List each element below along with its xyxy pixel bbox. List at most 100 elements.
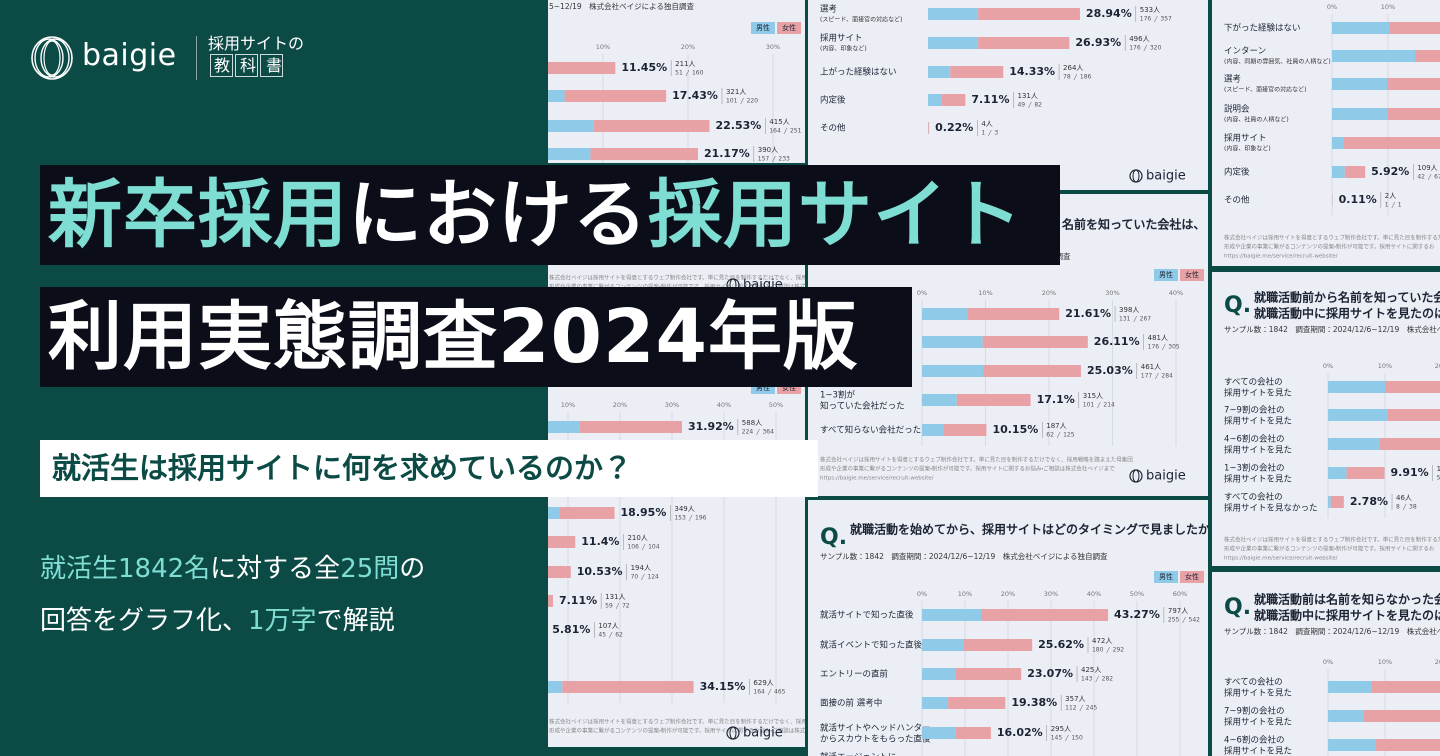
cropped-bar bbox=[1376, 739, 1440, 751]
count-label: 131人 bbox=[605, 593, 625, 601]
text-part: で解説 bbox=[316, 606, 395, 636]
footer-note: https://baigie.me/service/recruit-websit… bbox=[1224, 556, 1338, 562]
row-label: 採用サイト bbox=[1224, 133, 1267, 144]
female-count: 542 bbox=[1189, 617, 1201, 624]
row-label: 就活サイトで知った直後 bbox=[820, 610, 914, 621]
count-label: 533人 bbox=[1140, 6, 1160, 14]
tick-label: 50% bbox=[769, 401, 783, 409]
legend-label: 男性 bbox=[1159, 270, 1173, 279]
bar-female bbox=[978, 37, 1070, 49]
female-count: 214 bbox=[1103, 402, 1115, 409]
cropped-bar bbox=[1328, 381, 1385, 393]
cropped-bar bbox=[1388, 409, 1440, 421]
text-part: 回答をグラフ化、 bbox=[40, 606, 249, 636]
female-count: 465 bbox=[774, 689, 786, 696]
char-box bbox=[260, 54, 283, 77]
female-count: 233 bbox=[778, 156, 790, 163]
female-count: 160 bbox=[692, 70, 704, 77]
female-count: 357 bbox=[1160, 16, 1172, 23]
bar-female bbox=[579, 421, 682, 433]
slash bbox=[1028, 101, 1032, 109]
female-count: 267 bbox=[1140, 316, 1152, 323]
bar-female bbox=[983, 365, 1081, 377]
count-label: 164人 bbox=[1437, 465, 1440, 473]
bar-male bbox=[922, 336, 983, 348]
slash bbox=[1106, 646, 1110, 654]
row-label: 採用サイトを見なかった bbox=[1224, 503, 1318, 514]
brand-name: baigie bbox=[82, 38, 177, 73]
tick-label: 30% bbox=[766, 43, 780, 51]
cropped-bar bbox=[1387, 78, 1440, 90]
logo-icon bbox=[729, 726, 737, 740]
count-label: 461人 bbox=[1141, 363, 1161, 371]
value-label: 17.1% bbox=[1037, 393, 1075, 406]
row-label: すべての会社の bbox=[1224, 677, 1283, 688]
female-count: 284 bbox=[1161, 373, 1173, 380]
footer-note: 株式会社ベイジは採用サイトを得意とするウェブ制作会社です。単に見た目を制作するだ… bbox=[820, 456, 1133, 464]
male-count: 62 bbox=[1046, 432, 1054, 439]
legend-label: 女性 bbox=[782, 383, 796, 392]
value-label: 14.33% bbox=[1009, 65, 1055, 78]
bar-male bbox=[928, 8, 979, 20]
question-text: 名前を知っていた会社は、 bbox=[1062, 217, 1205, 232]
legend-label: 男性 bbox=[1159, 572, 1173, 581]
count-label: 315人 bbox=[1083, 392, 1103, 400]
tick-label: 30% bbox=[1105, 289, 1119, 297]
value-label: 22.53% bbox=[716, 119, 762, 132]
slash bbox=[608, 631, 613, 639]
text-part: に対する全 bbox=[210, 554, 341, 584]
row-label: 就活サイトやヘッドハンター bbox=[820, 723, 931, 734]
count-label: 588人 bbox=[742, 419, 762, 427]
slash bbox=[1427, 173, 1432, 181]
cropped-bar bbox=[1344, 137, 1440, 149]
row-label: 知っていた会社だった bbox=[820, 401, 905, 412]
male-count: 145 bbox=[1051, 735, 1063, 742]
legend-label: 男性 bbox=[756, 383, 770, 392]
tick-label: 50% bbox=[1130, 590, 1144, 598]
question-text: 就職活動中に採用サイトを見たのは、ど bbox=[1254, 306, 1440, 321]
bar-male bbox=[928, 66, 951, 78]
divider bbox=[196, 36, 197, 80]
text-part: 採用サイト bbox=[648, 172, 1023, 258]
female-count: 364 bbox=[762, 429, 774, 436]
male-count: 8 bbox=[1396, 504, 1400, 511]
row-label: 1~3割の会社の bbox=[1224, 463, 1284, 474]
bar-male bbox=[922, 727, 956, 739]
row-label: 選考 bbox=[1224, 74, 1241, 85]
row-label: 内定後 bbox=[820, 95, 846, 106]
tick-label: 30% bbox=[1044, 590, 1058, 598]
value-label: 10.53% bbox=[577, 565, 623, 578]
row-note: (内容、印象など) bbox=[820, 45, 867, 53]
slash bbox=[1095, 675, 1099, 683]
subtitle: 就活生は採用サイトに何を求めているのか？ bbox=[40, 440, 818, 497]
bar-female bbox=[978, 8, 1080, 20]
female-count: 245 bbox=[1086, 705, 1098, 712]
bar-female bbox=[564, 90, 667, 102]
bar-female bbox=[541, 62, 616, 74]
footer-note: 形成や企業の事業に繋がるコンテンツの提案・制作が可能です。採用サイトに関するお bbox=[1224, 545, 1435, 553]
row-label: 採用サイトを見た bbox=[1224, 416, 1292, 427]
male-count: 101 bbox=[726, 98, 738, 105]
legend-label: 女性 bbox=[1185, 572, 1199, 581]
row-label: 上がった経験はない bbox=[820, 67, 897, 78]
sample-info: サンプル数：1842 調査期間：2024/12/6~12/19 株式会社ベイジに… bbox=[1224, 626, 1440, 636]
count-label: 390人 bbox=[758, 146, 778, 154]
cropped-bar bbox=[1380, 438, 1440, 450]
row-label: 説明会 bbox=[1224, 104, 1250, 115]
tick-label: 10% bbox=[561, 401, 575, 409]
cropped-bar bbox=[1372, 681, 1440, 693]
value-label: 23.07% bbox=[1027, 667, 1073, 680]
tick-label: 0% bbox=[917, 289, 927, 297]
female-count: 82 bbox=[1034, 102, 1042, 109]
female-count: 251 bbox=[790, 128, 802, 135]
cropped-bar bbox=[1332, 137, 1344, 149]
count-label: 210人 bbox=[627, 534, 647, 542]
title-line: 新卒採用における採用サイト bbox=[40, 165, 1060, 265]
male-count: 255 bbox=[1168, 617, 1180, 624]
footer-note: 形成や企業の事業に繋がるコンテンツの提案・制作が可能です。採用サイトに関するお bbox=[1224, 243, 1435, 251]
value-label: 5.92% bbox=[1371, 165, 1409, 178]
slash bbox=[685, 69, 690, 77]
count-label: 398人 bbox=[1119, 306, 1139, 314]
card-background bbox=[1212, 572, 1440, 756]
